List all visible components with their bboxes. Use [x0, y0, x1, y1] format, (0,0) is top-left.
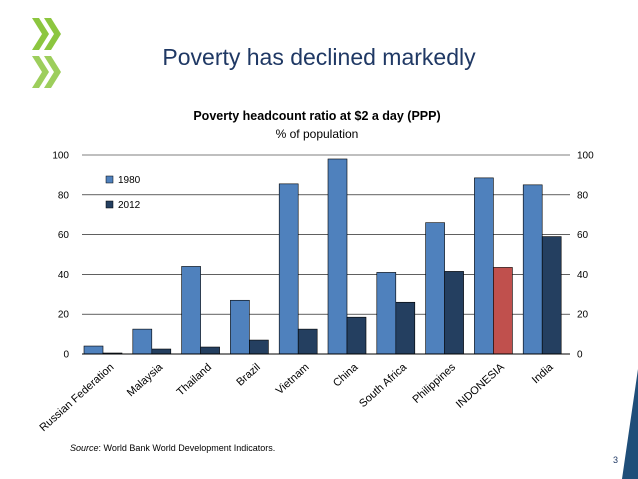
bars: [83, 158, 562, 355]
y-tick-label-left: 40: [58, 270, 70, 281]
y-tick-label-left: 0: [63, 350, 69, 361]
y-tick-label-right: 20: [577, 310, 589, 321]
y-tick-label-right: 0: [577, 350, 583, 361]
category-label: Russian Federation: [37, 361, 116, 434]
bar-2012: [297, 328, 318, 355]
slide-title: Poverty has declined markedly: [162, 44, 476, 70]
y-tick-label-left: 80: [58, 190, 70, 201]
bar-1980: [230, 299, 250, 355]
bar-2012: [395, 301, 416, 355]
y-axis-right: 0 20 40 60 80 100: [577, 151, 594, 361]
bar-1980: [425, 222, 445, 355]
legend: 1980 2012: [105, 175, 141, 211]
legend-label-1980: 1980: [118, 175, 141, 186]
source-note: Source: World Bank World Development Ind…: [70, 443, 275, 453]
y-tick-label-left: 100: [52, 151, 69, 162]
y-tick-label-left: 60: [58, 230, 70, 241]
category-label: Vietnam: [274, 361, 312, 397]
bar-1980: [132, 328, 153, 355]
y-tick-label-left: 20: [58, 310, 70, 321]
source-label: Source: [70, 443, 99, 453]
bar-1980: [474, 177, 494, 355]
source-text: : World Bank World Development Indicator…: [98, 443, 276, 453]
bar-2012: [346, 316, 367, 355]
legend-swatch-2012: [105, 200, 114, 209]
bar-chart: Poverty headcount ratio at $2 a day (PPP…: [37, 109, 594, 434]
bar-2012: [200, 346, 220, 355]
bar-2012: [493, 267, 513, 355]
y-tick-label-right: 60: [577, 230, 589, 241]
category-label: Brazil: [234, 361, 262, 388]
legend-swatch-1980: [105, 175, 114, 184]
corner-decoration: [622, 369, 638, 479]
category-label: INDONESIA: [454, 361, 507, 411]
y-tick-label-right: 40: [577, 270, 589, 281]
bar-2012: [444, 271, 464, 355]
legend-label-2012: 2012: [118, 200, 141, 211]
y-tick-label-right: 80: [577, 190, 589, 201]
category-label: Malaysia: [125, 361, 166, 400]
bar-1980: [522, 184, 543, 355]
category-label: Philippines: [410, 361, 458, 406]
category-label: Thailand: [175, 361, 214, 398]
bar-2012: [249, 339, 269, 355]
bar-1980: [83, 345, 104, 355]
chart-title: Poverty headcount ratio at $2 a day (PPP…: [193, 109, 440, 123]
bar-1980: [181, 266, 201, 355]
category-labels: Russian Federation Malaysia Thailand Brazil…: [37, 361, 556, 434]
category-label: South Africa: [357, 361, 410, 410]
category-label: India: [530, 361, 556, 386]
oecd-logo-icon: [32, 18, 61, 88]
category-label: China: [331, 361, 361, 390]
bar-2012: [541, 236, 562, 355]
y-tick-label-right: 100: [577, 151, 594, 162]
page-number: 3: [613, 455, 619, 465]
chart-subtitle: % of population: [276, 127, 359, 141]
bar-1980: [376, 272, 397, 355]
bar-1980: [278, 183, 299, 355]
y-axis-left: 0 20 40 60 80 100: [52, 151, 69, 361]
bar-1980: [327, 158, 348, 355]
bar-2012: [151, 348, 172, 355]
